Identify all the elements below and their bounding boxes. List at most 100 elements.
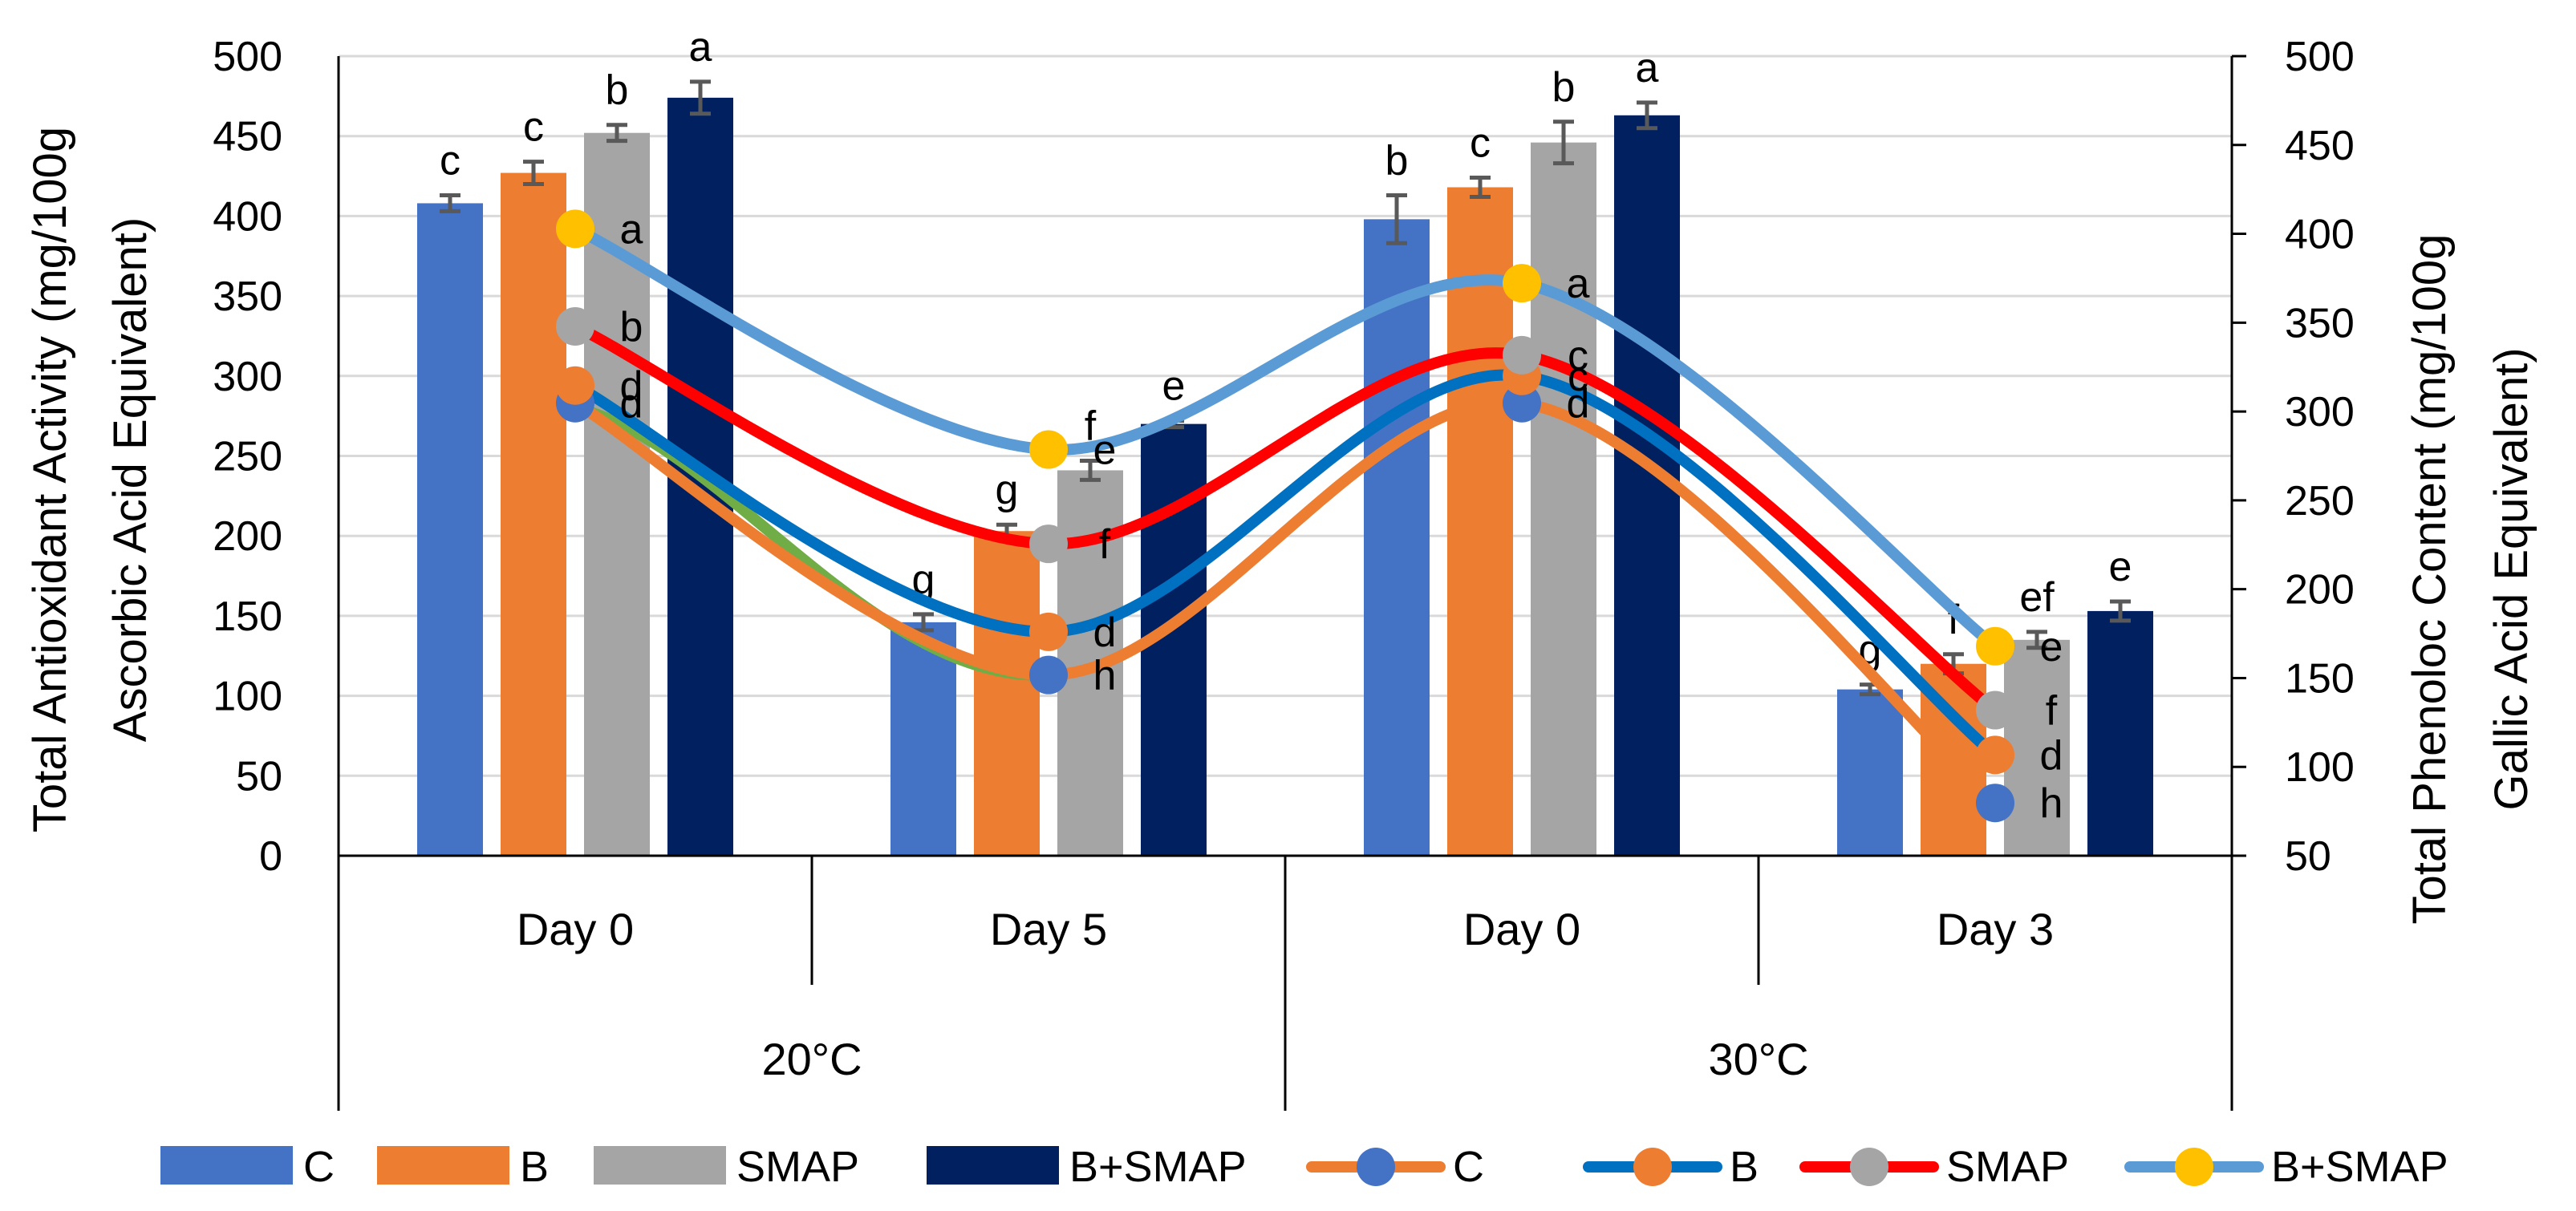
line-significance-letter: d	[620, 363, 643, 410]
legend-label-bar: B+SMAP	[1069, 1143, 1247, 1191]
legend-label-bar: B	[520, 1143, 549, 1191]
bar-b-smap	[2087, 610, 2153, 856]
line-marker-b-smap	[1503, 264, 1541, 303]
bar-c	[1837, 689, 1903, 856]
left-tick-label: 450	[213, 114, 282, 160]
legend-swatch-marker	[1357, 1148, 1395, 1186]
legend-swatch-bar	[377, 1146, 509, 1185]
line-significance-letter: e	[1093, 427, 1117, 474]
line-significance-letter: a	[620, 206, 643, 253]
line-significance-letter: f	[1099, 521, 1111, 568]
line-marker-smap	[1976, 691, 2014, 730]
left-tick-label: 400	[213, 193, 282, 240]
bar-significance-letter: b	[606, 67, 629, 114]
right-tick-label: 400	[2285, 212, 2355, 258]
bar-b	[974, 531, 1040, 856]
legend-label-line: B+SMAP	[2271, 1143, 2448, 1191]
line-significance-letter: c	[1568, 354, 1588, 400]
right-tick-label: 100	[2285, 744, 2355, 791]
bar-b	[501, 172, 566, 856]
left-tick-label: 350	[213, 273, 282, 320]
right-tick-label: 150	[2285, 655, 2355, 702]
line-marker-b-smap	[1029, 430, 1068, 469]
category-label: Day 0	[1463, 904, 1580, 954]
left-tick-label: 50	[236, 753, 282, 800]
bar-significance-letter: c	[523, 104, 544, 151]
left-tick-label: 500	[213, 34, 282, 80]
bar-significance-letter: ef	[2019, 574, 2055, 621]
bar-significance-letter: b	[1385, 137, 1409, 184]
line-marker-smap	[1503, 335, 1541, 375]
line-significance-letter: b	[620, 304, 643, 350]
line-significance-letter: d	[620, 381, 643, 427]
right-tick-label: 450	[2285, 123, 2355, 169]
left-tick-label: 200	[213, 513, 282, 560]
right-axis-title-line1: Total Phenoloc Content (mg/100g	[2404, 234, 2456, 925]
legend-swatch-bar	[160, 1146, 293, 1185]
line-significance-letter: d	[1567, 381, 1590, 427]
right-tick-label: 300	[2285, 389, 2355, 435]
line-marker-c	[1029, 655, 1068, 695]
line-marker-b-smap	[1976, 626, 2014, 666]
category-label: Day 3	[1937, 904, 2054, 954]
bar-significance-letter: b	[1552, 64, 1576, 111]
category-label: Day 0	[517, 904, 634, 954]
line-marker-smap	[1029, 524, 1068, 564]
line-significance-letter: h	[1093, 653, 1117, 699]
legend-swatch-marker	[2175, 1148, 2213, 1186]
bar-significance-letter: e	[1162, 363, 1186, 410]
left-tick-label: 100	[213, 674, 282, 720]
bar-c	[890, 622, 956, 856]
line-significance-letter: c	[1568, 333, 1588, 379]
right-tick-label: 350	[2285, 300, 2355, 346]
line-significance-letter: d	[2040, 732, 2063, 779]
legend-label-bar: C	[303, 1143, 335, 1191]
bar-significance-letter: a	[1636, 45, 1659, 91]
bar-c	[417, 203, 483, 856]
left-tick-label: 150	[213, 593, 282, 640]
bar-significance-letter: c	[440, 137, 460, 184]
bar-c	[1364, 219, 1430, 856]
legend-swatch-bar	[594, 1146, 726, 1185]
line-marker-c	[1503, 383, 1541, 423]
legend-label-bar: SMAP	[736, 1143, 859, 1191]
line-significance-letter: e	[2040, 624, 2063, 670]
group-label: 20°C	[761, 1034, 862, 1084]
category-label: Day 5	[990, 904, 1107, 954]
line-significance-letter: a	[1567, 261, 1590, 307]
group-label: 30°C	[1708, 1034, 1808, 1084]
line-marker-smap	[556, 306, 594, 346]
line-marker-b	[1976, 735, 2014, 775]
line-marker-b	[1029, 612, 1068, 651]
line-marker-b-smap	[556, 209, 594, 249]
legend: C B SMAP B+SMAP C B SMAP B+SMAP	[160, 1143, 2448, 1191]
left-tick-label: 300	[213, 354, 282, 400]
bar-significance-letter: g	[996, 467, 1019, 513]
left-tick-label: 250	[213, 434, 282, 480]
line-c	[570, 396, 2001, 809]
left-tick-label: 0	[259, 833, 282, 880]
legend-label-line: B	[1730, 1143, 1759, 1191]
line-marker-b	[556, 366, 594, 405]
legend-swatch-marker	[1850, 1148, 1888, 1186]
right-axis-title-line2: Gallic Acid Equivalent)	[2485, 347, 2537, 810]
legend-swatch-bar	[927, 1146, 1059, 1185]
bar-smap	[2004, 639, 2070, 856]
bar-smap	[1531, 142, 1596, 856]
right-tick-label: 200	[2285, 567, 2355, 614]
legend-label-line: SMAP	[1946, 1143, 2069, 1191]
legend-swatch-marker	[1633, 1148, 1672, 1186]
axes-group: 0 50 100 150 200 250 300 350 400 450 500 50 100 150 20…	[213, 34, 2355, 1111]
bar-significance-letter: c	[1470, 120, 1491, 167]
right-tick-label: 500	[2285, 34, 2355, 80]
left-axis-title-line1: Total Antioxidant Activity (mg/100g	[24, 127, 76, 832]
bar-significance-letter: a	[689, 24, 712, 71]
bar-significance-letter: e	[2109, 544, 2132, 590]
left-axis-title-line2: Ascorbic Acid Equivalent)	[104, 217, 156, 742]
line-significance-letter: h	[2040, 780, 2063, 827]
line-b	[570, 369, 2001, 761]
line-smap	[570, 320, 2001, 716]
right-tick-label: 250	[2285, 478, 2355, 524]
